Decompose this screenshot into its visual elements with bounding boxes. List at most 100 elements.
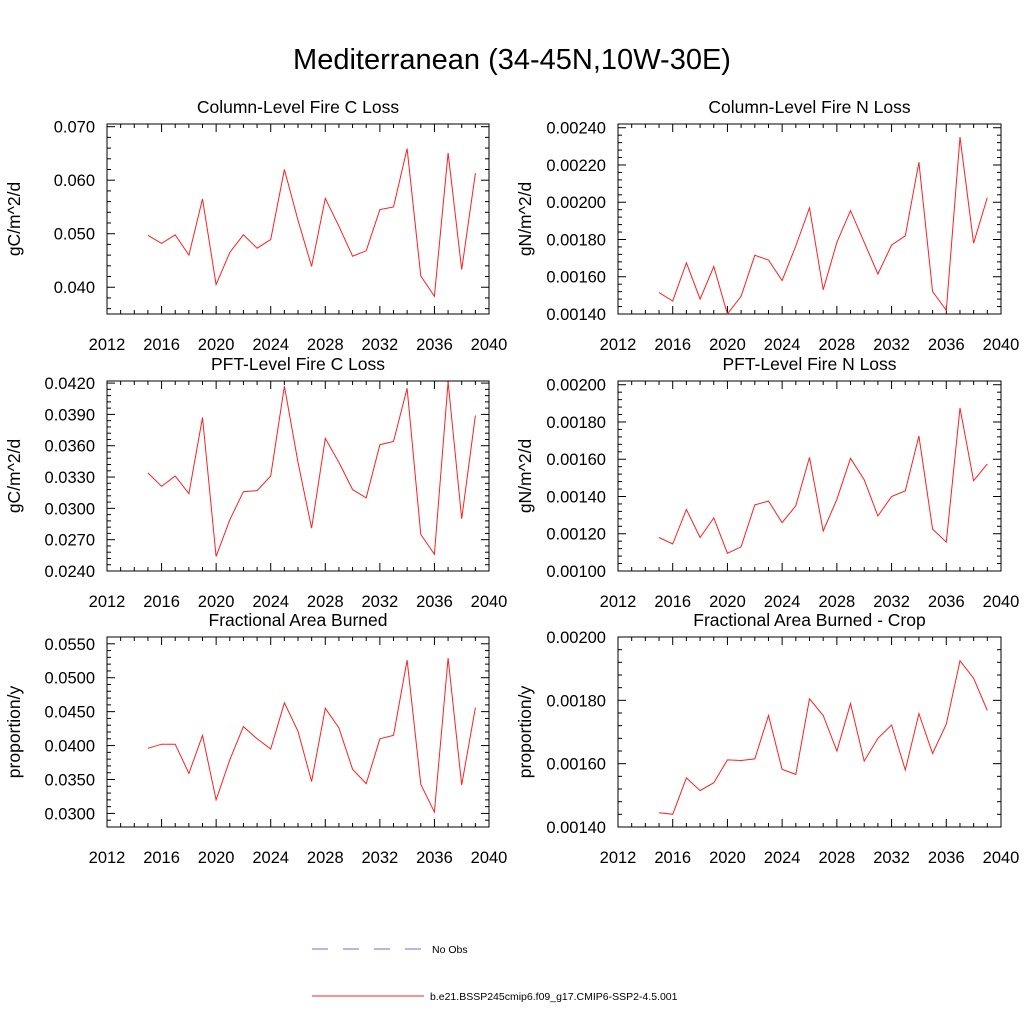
- x-tick-label: 2040: [983, 593, 1020, 611]
- y-tick-label: 0.00200: [546, 377, 606, 395]
- x-tick-label: 2040: [471, 593, 508, 611]
- chart-panel-4: PFT-Level Fire N Loss gN/m^2/d 2012 2016 202…: [515, 354, 1019, 611]
- series-line: [147, 381, 476, 557]
- x-tick-label: 2024: [252, 593, 289, 611]
- x-tick-label: 2028: [307, 593, 344, 611]
- x-tick-label: 2012: [600, 336, 637, 354]
- x-tick-label: 2028: [307, 849, 344, 867]
- x-tick-label: 2040: [983, 849, 1020, 867]
- y-tick-label: 0.00200: [546, 629, 606, 647]
- series-line: [658, 136, 988, 316]
- plot-frame: [617, 123, 1002, 315]
- y-axis-label: gN/m^2/d: [515, 182, 535, 256]
- y-tick-label: 0.050: [54, 226, 95, 244]
- x-tick-label: 2032: [873, 336, 910, 354]
- y-tick-label: 0.0270: [45, 532, 95, 550]
- y-tick-label: 0.00140: [546, 306, 606, 324]
- y-tick-label: 0.0330: [45, 469, 95, 487]
- x-tick-label: 2036: [928, 593, 965, 611]
- y-tick-label: 0.0550: [45, 636, 95, 654]
- x-tick-label: 2028: [818, 849, 855, 867]
- x-tick-label: 2016: [143, 336, 180, 354]
- x-tick-label: 2032: [361, 336, 398, 354]
- x-tick-label: 2036: [928, 336, 965, 354]
- x-tick-label: 2016: [654, 593, 691, 611]
- panel-title: PFT-Level Fire C Loss: [211, 354, 385, 374]
- y-tick-label: 0.0300: [45, 500, 95, 518]
- x-tick-label: 2012: [600, 593, 637, 611]
- x-tick-label: 2016: [654, 849, 691, 867]
- y-tick-label: 0.0350: [45, 772, 95, 790]
- x-tick-label: 2024: [252, 336, 289, 354]
- chart-panel-5: Fractional Area Burned proportion/y 2012 20…: [4, 610, 507, 867]
- x-tick-label: 2020: [709, 336, 746, 354]
- x-tick-label: 2040: [471, 336, 508, 354]
- panel-title: Fractional Area Burned: [209, 610, 388, 630]
- panel-title: Column-Level Fire C Loss: [197, 97, 400, 117]
- x-tick-label: 2016: [654, 336, 691, 354]
- figure-title: Mediterranean (34-45N,10W-30E): [293, 44, 731, 76]
- x-tick-label: 2032: [361, 849, 398, 867]
- y-tick-label: 0.00160: [546, 451, 606, 469]
- legend: No Obs b.e21.BSSP245cmip6.f09_g17.CMIP6-S…: [312, 944, 678, 1003]
- y-tick-label: 0.00160: [546, 269, 606, 287]
- y-tick-label: 0.00180: [546, 692, 606, 710]
- x-tick-label: 2036: [416, 593, 453, 611]
- y-tick-label: 0.00200: [546, 194, 606, 212]
- y-tick-label: 0.00160: [546, 756, 606, 774]
- y-axis-label: gC/m^2/d: [4, 439, 24, 513]
- chart-panel-2: Column-Level Fire N Loss gN/m^2/d 2012 2016…: [515, 97, 1019, 354]
- panel-title: Fractional Area Burned - Crop: [693, 610, 925, 630]
- x-tick-label: 2020: [198, 593, 235, 611]
- x-tick-label: 2012: [89, 849, 126, 867]
- y-tick-label: 0.0390: [45, 406, 95, 424]
- legend-item: b.e21.BSSP245cmip6.f09_g17.CMIP6-SSP2-4.…: [312, 991, 678, 1003]
- x-tick-label: 2012: [600, 849, 637, 867]
- x-tick-label: 2020: [709, 849, 746, 867]
- x-tick-label: 2024: [764, 849, 801, 867]
- y-tick-label: 0.00180: [546, 231, 606, 249]
- plot-frame: [106, 380, 490, 572]
- y-axis-label: proportion/y: [4, 686, 24, 779]
- x-tick-label: 2028: [818, 593, 855, 611]
- x-tick-label: 2032: [873, 849, 910, 867]
- y-tick-label: 0.00140: [546, 488, 606, 506]
- series-line: [658, 407, 988, 554]
- y-tick-label: 0.00140: [546, 819, 606, 837]
- x-tick-label: 2036: [416, 336, 453, 354]
- y-tick-label: 0.0500: [45, 670, 95, 688]
- x-tick-label: 2032: [361, 593, 398, 611]
- y-tick-label: 0.0400: [45, 738, 95, 756]
- y-tick-label: 0.00100: [546, 563, 606, 581]
- y-tick-label: 0.060: [54, 172, 95, 190]
- x-tick-label: 2012: [89, 336, 126, 354]
- y-tick-label: 0.00180: [546, 414, 606, 432]
- y-axis-label: proportion/y: [515, 686, 535, 779]
- x-tick-label: 2012: [89, 593, 126, 611]
- x-tick-label: 2028: [818, 336, 855, 354]
- x-tick-label: 2020: [198, 849, 235, 867]
- chart-panel-1: Column-Level Fire C Loss gC/m^2/d 2012 2016…: [4, 97, 507, 354]
- x-tick-label: 2020: [198, 336, 235, 354]
- x-tick-label: 2016: [143, 593, 180, 611]
- y-tick-label: 0.0420: [45, 375, 95, 393]
- series-line: [147, 148, 476, 298]
- x-tick-label: 2036: [416, 849, 453, 867]
- y-axis-label: gC/m^2/d: [4, 182, 24, 256]
- x-tick-label: 2032: [873, 593, 910, 611]
- x-tick-label: 2040: [471, 849, 508, 867]
- x-tick-label: 2036: [928, 849, 965, 867]
- y-tick-label: 0.070: [54, 119, 95, 137]
- y-tick-label: 0.00220: [546, 157, 606, 175]
- legend-item: No Obs: [312, 944, 468, 956]
- y-tick-label: 0.040: [54, 279, 95, 297]
- y-tick-label: 0.00120: [546, 526, 606, 544]
- chart-panel-3: PFT-Level Fire C Loss gC/m^2/d 2012 2016 202…: [4, 354, 507, 611]
- y-axis-label: gN/m^2/d: [515, 439, 535, 513]
- y-tick-label: 0.0300: [45, 805, 95, 823]
- plot-frame: [617, 380, 1002, 572]
- legend-label: b.e21.BSSP245cmip6.f09_g17.CMIP6-SSP2-4.…: [430, 991, 678, 1003]
- series-line: [147, 657, 476, 814]
- x-tick-label: 2016: [143, 849, 180, 867]
